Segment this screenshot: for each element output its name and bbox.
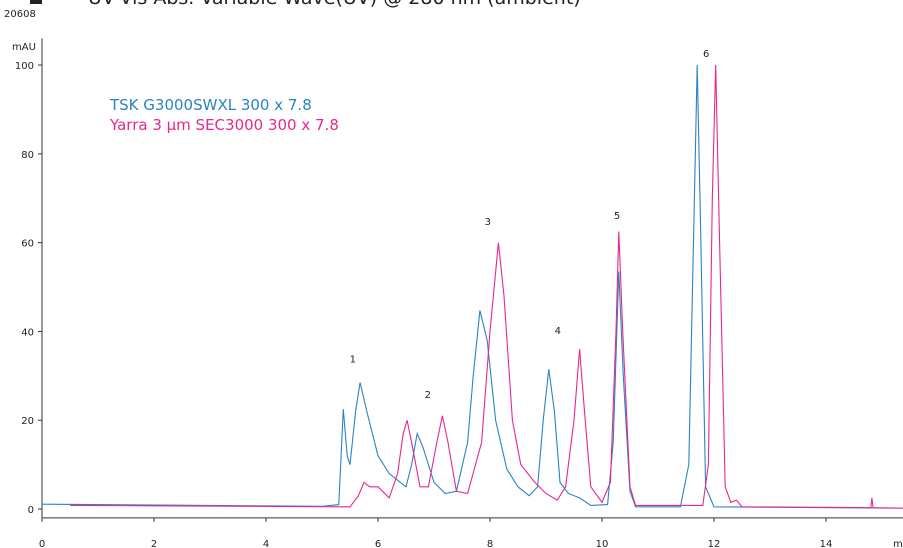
peak-label: 5	[614, 211, 620, 222]
y-tick-label: 100	[15, 61, 34, 72]
peak-label: 3	[485, 217, 491, 228]
y-axis-label: mAU	[12, 42, 36, 53]
y-tick-label: 40	[21, 327, 34, 338]
x-tick-label: 4	[263, 539, 269, 548]
run-id: 20608	[4, 9, 36, 20]
x-tick-label: 8	[487, 539, 493, 548]
y-tick-label: 20	[21, 416, 34, 427]
x-tick-label: 10	[596, 539, 609, 548]
x-tick-label: 14	[820, 539, 833, 548]
legend-entry: TSK G3000SWXL 300 x 7.8	[109, 96, 312, 114]
x-tick-label: 0	[39, 539, 45, 548]
y-tick-label: 80	[21, 150, 34, 161]
y-tick-label: 0	[28, 505, 34, 516]
x-tick-label: 6	[375, 539, 381, 548]
peak-label: 6	[703, 49, 709, 60]
icon	[30, 0, 42, 4]
y-tick-label: 60	[21, 239, 34, 250]
legend-entry: Yarra 3 µm SEC3000 300 x 7.8	[109, 116, 339, 134]
peak-label: 1	[350, 355, 356, 366]
series-line	[69, 65, 903, 509]
peak-label: 2	[425, 390, 431, 401]
series-line	[41, 65, 903, 509]
x-tick-label: 12	[708, 539, 721, 548]
peak-label: 4	[555, 326, 561, 337]
x-tick-label: 2	[151, 539, 157, 548]
chart-title: UV-Vis Abs. Variable Wave(UV) @ 280 nm (…	[88, 0, 581, 9]
x-axis-label: min	[893, 539, 903, 548]
